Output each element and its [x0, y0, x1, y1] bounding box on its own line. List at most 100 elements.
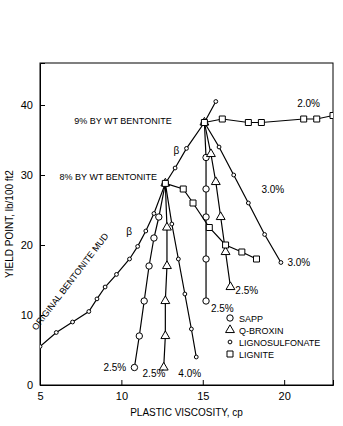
series-marker — [314, 116, 320, 122]
series-line — [165, 116, 333, 260]
y-tick: 20 — [21, 239, 45, 251]
series-marker — [201, 120, 207, 126]
series-marker — [203, 256, 209, 262]
series-marker — [239, 249, 245, 255]
series-marker — [253, 256, 259, 262]
series-marker — [151, 235, 157, 241]
annotation: 4.0% — [178, 368, 201, 379]
x-tick: 20 — [279, 380, 291, 402]
series-line — [165, 123, 281, 358]
series-marker — [263, 233, 267, 237]
y-tick: 0 — [27, 379, 45, 391]
y-tick: 40 — [21, 99, 45, 111]
series-marker — [170, 222, 174, 226]
series-marker — [211, 177, 220, 185]
series-marker — [279, 261, 283, 265]
legend-marker — [227, 351, 233, 357]
x-tick-mark — [121, 380, 122, 385]
x-tick-label: 15 — [197, 390, 209, 402]
x-tick-label: 10 — [116, 390, 128, 402]
y-tick-label: 40 — [21, 99, 33, 111]
series-marker — [103, 285, 107, 289]
series-marker — [144, 229, 148, 233]
y-tick-mark — [40, 105, 45, 106]
annotation: β — [173, 145, 179, 156]
y-axis-title: YIELD POINT, lb/100 ft2 — [4, 170, 15, 278]
legend-label: LIGNITE — [239, 350, 274, 360]
plot-frame — [40, 63, 333, 385]
x-tick-mark — [203, 380, 204, 385]
series-marker — [330, 113, 333, 119]
y-axis-line — [41, 64, 46, 386]
series-marker — [40, 345, 42, 349]
legend-marker — [227, 315, 233, 321]
series-line — [134, 123, 206, 368]
annotation: β — [126, 226, 132, 237]
series-marker — [163, 261, 172, 269]
series-marker — [162, 180, 168, 186]
series-marker — [189, 327, 193, 331]
chart: 5 10 15 20 0 10 20 30 40 PLASTIC VISCOSITY, cp YIE… — [0, 0, 343, 426]
series-marker — [194, 355, 198, 359]
series-marker — [201, 119, 207, 125]
legend-label: Q-BROXIN — [239, 326, 284, 336]
annotation: 3.0% — [261, 184, 284, 195]
series-marker — [146, 263, 152, 269]
series-marker — [245, 120, 251, 126]
series-marker — [71, 320, 75, 324]
series-marker — [152, 212, 156, 216]
annotation: 2.5% — [103, 362, 126, 373]
series-marker — [141, 298, 147, 304]
legend: SAPP Q-BROXIN LIGNOSULFONATE LIGNITE — [226, 314, 321, 360]
x-tick: 10 — [116, 380, 128, 402]
series-marker — [162, 180, 168, 186]
series-marker — [203, 298, 209, 304]
x-axis: 5 10 15 20 — [37, 380, 333, 402]
series-marker — [219, 116, 225, 122]
legend-label: LIGNOSULFONATE — [239, 338, 320, 348]
annotation: 2.0% — [297, 98, 320, 109]
series-marker — [258, 120, 264, 126]
series-marker — [216, 212, 225, 220]
y-tick-label: 0 — [27, 379, 33, 391]
annotation: 2.5% — [211, 303, 234, 314]
series-marker — [136, 333, 142, 339]
x-axis-line — [41, 380, 334, 386]
series-marker — [176, 257, 180, 261]
annotation: 9% BY WT BENTONITE — [74, 116, 172, 126]
series-marker — [136, 245, 140, 249]
legend-label: SAPP — [239, 314, 263, 324]
y-tick-mark — [40, 385, 45, 386]
y-tick-mark — [40, 175, 45, 176]
series-marker — [54, 331, 58, 335]
x-tick-mark — [284, 380, 285, 385]
x-tick-label: 5 — [37, 390, 43, 402]
series-marker — [156, 214, 162, 220]
series-marker — [161, 178, 170, 186]
y-tick-mark — [40, 245, 45, 246]
series-marker — [301, 116, 307, 122]
x-axis-title: PLASTIC VISCOSITY, cp — [130, 407, 243, 418]
annotation: ORIGINAL BENTONITE MUD — [30, 231, 111, 332]
series-marker — [185, 147, 189, 151]
series-marker — [161, 331, 170, 339]
x-tick: 15 — [197, 380, 209, 402]
series-marker — [217, 145, 221, 149]
series-marker — [87, 310, 91, 314]
series-marker — [183, 292, 187, 296]
series-marker — [115, 273, 119, 277]
series-marker — [214, 100, 218, 104]
y-tick-label: 20 — [21, 239, 33, 251]
series-marker — [246, 201, 250, 205]
series-marker — [206, 225, 212, 231]
series-marker — [180, 186, 186, 192]
series-marker — [95, 297, 99, 301]
series-marker — [200, 117, 209, 125]
y-axis: 010203040 — [21, 64, 45, 392]
plot-area — [40, 100, 333, 371]
y-tick-label: 30 — [21, 169, 33, 181]
annotation: 2.5% — [143, 368, 166, 379]
series-marker — [173, 166, 177, 170]
series-marker — [223, 242, 229, 248]
legend-marker — [226, 325, 235, 333]
